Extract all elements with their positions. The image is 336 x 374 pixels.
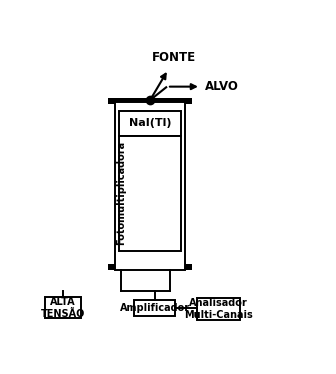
Text: ALTA
TENSÃO: ALTA TENSÃO xyxy=(41,297,85,319)
Bar xyxy=(119,136,181,251)
Bar xyxy=(109,98,192,104)
Text: ALVO: ALVO xyxy=(205,80,239,93)
Text: Amplificador: Amplificador xyxy=(120,303,190,313)
Bar xyxy=(134,300,175,316)
Text: Analisador
Multi-Canais: Analisador Multi-Canais xyxy=(184,298,253,320)
Bar xyxy=(109,264,192,270)
Text: NaI(Tl): NaI(Tl) xyxy=(129,118,171,128)
Bar xyxy=(197,298,240,320)
Bar xyxy=(115,102,185,270)
Bar xyxy=(119,111,181,136)
Text: Fotomultiplicadora: Fotomultiplicadora xyxy=(116,141,126,245)
Text: FONTE: FONTE xyxy=(152,50,196,64)
Bar xyxy=(45,297,81,319)
